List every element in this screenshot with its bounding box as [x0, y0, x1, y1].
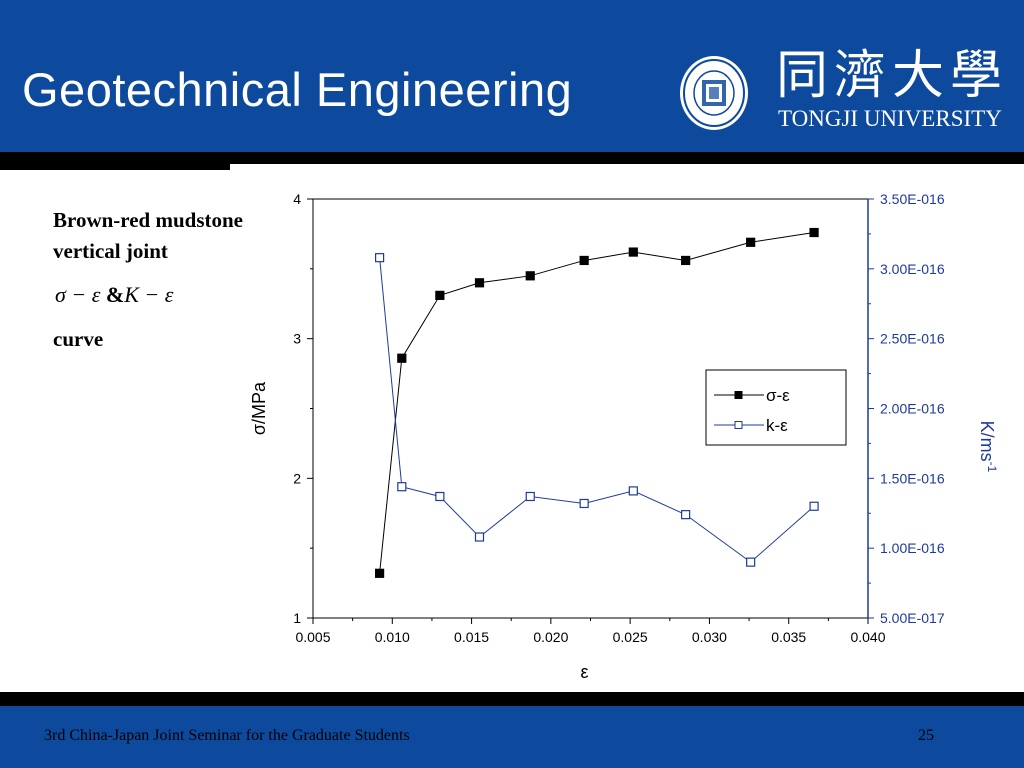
caption-line-1: Brown-red mudstone	[53, 208, 243, 232]
footer-seminar-text: 3rd China-Japan Joint Seminar for the Gr…	[44, 727, 410, 744]
x-tick-label: 0.025	[613, 629, 648, 645]
legend-marker	[734, 421, 743, 429]
x-tick-label: 0.005	[295, 629, 330, 645]
k-data-point	[435, 491, 445, 502]
series-line-2	[379, 257, 815, 563]
k-data-point	[579, 498, 589, 509]
sigma-data-point	[628, 247, 638, 257]
y-axis-label: σ/MPa	[249, 381, 269, 435]
x-axis-label: ε	[580, 662, 588, 682]
y2-tick-label: 5.00E-017	[880, 610, 945, 626]
sigma-data-point	[746, 237, 756, 247]
y-tick-label: 2	[293, 470, 301, 486]
y-tick-label: 1	[293, 610, 301, 626]
header-bar	[0, 0, 1024, 152]
k-data-point	[681, 510, 691, 520]
y2-tick-label: 1.50E-016	[880, 470, 945, 486]
university-seal-logo	[680, 56, 748, 130]
caption-line-4: curve	[53, 327, 104, 351]
x-tick-label: 0.010	[375, 629, 410, 645]
y-tick-label: 3	[293, 331, 301, 347]
legend-label: k-ε	[766, 416, 788, 435]
k-data-point	[809, 501, 819, 511]
chart-caption: Brown-red mudstone vertical joint	[53, 205, 293, 267]
y2-tick-label: 3.50E-016	[880, 191, 945, 207]
series-line-1	[379, 232, 815, 574]
sigma-data-point	[681, 255, 691, 266]
sigma-data-point	[525, 271, 535, 281]
formula-k-epsilon: K − ε	[124, 282, 174, 307]
y2-tick-label: 2.00E-016	[880, 401, 945, 417]
sigma-data-point	[809, 227, 819, 238]
bottom-black-band	[0, 692, 1024, 706]
sigma-data-point	[579, 255, 589, 266]
x-tick-label: 0.015	[454, 629, 489, 645]
caption-formula: σ − ε &K − ε	[55, 282, 173, 308]
y2-tick-label: 3.00E-016	[880, 261, 945, 277]
sigma-k-epsilon-chart: 0.005 0.010 0.015 0.020 0.025 0.030 0.035 0.040…	[249, 191, 999, 682]
k-data-point	[375, 253, 385, 263]
k-data-point	[746, 557, 756, 567]
x-tick-label: 0.035	[771, 629, 806, 645]
legend-marker	[734, 391, 743, 399]
page-number: 25	[918, 727, 934, 744]
x-tick-label: 0.030	[692, 629, 727, 645]
k-data-point	[397, 482, 407, 492]
formula-sigma-epsilon: σ − ε	[55, 282, 101, 307]
k-data-point	[474, 532, 485, 542]
sigma-data-point	[397, 353, 407, 363]
x-tick-label: 0.040	[850, 629, 885, 645]
sigma-data-point	[474, 278, 485, 288]
k-data-point	[525, 491, 535, 502]
slide-title: Geotechnical Engineering	[22, 63, 573, 116]
university-name-chinese-logo: 同濟大學	[776, 46, 1009, 106]
sigma-data-point	[375, 568, 385, 578]
y2-tick-label: 1.00E-016	[880, 540, 945, 556]
y2-axis-label-superscript: -1	[985, 462, 999, 473]
formula-ampersand: &	[105, 282, 125, 307]
y2-axis-label: K/ms-1	[977, 421, 999, 473]
x-tick-label: 0.020	[533, 629, 568, 645]
k-data-point	[628, 486, 638, 496]
y2-tick-label: 2.50E-016	[880, 331, 945, 347]
caption-line-2: vertical joint	[53, 239, 168, 263]
legend-label: σ-ε	[766, 386, 790, 405]
university-name-english: TONGJI UNIVERSITY	[778, 106, 1002, 131]
y2-axis-label-text: K/ms	[977, 421, 997, 462]
y-tick-label: 4	[293, 191, 301, 207]
legend-box	[705, 369, 847, 446]
top-band-gap	[230, 164, 1024, 170]
footer-bar	[0, 706, 1024, 768]
sigma-data-point	[435, 290, 445, 300]
